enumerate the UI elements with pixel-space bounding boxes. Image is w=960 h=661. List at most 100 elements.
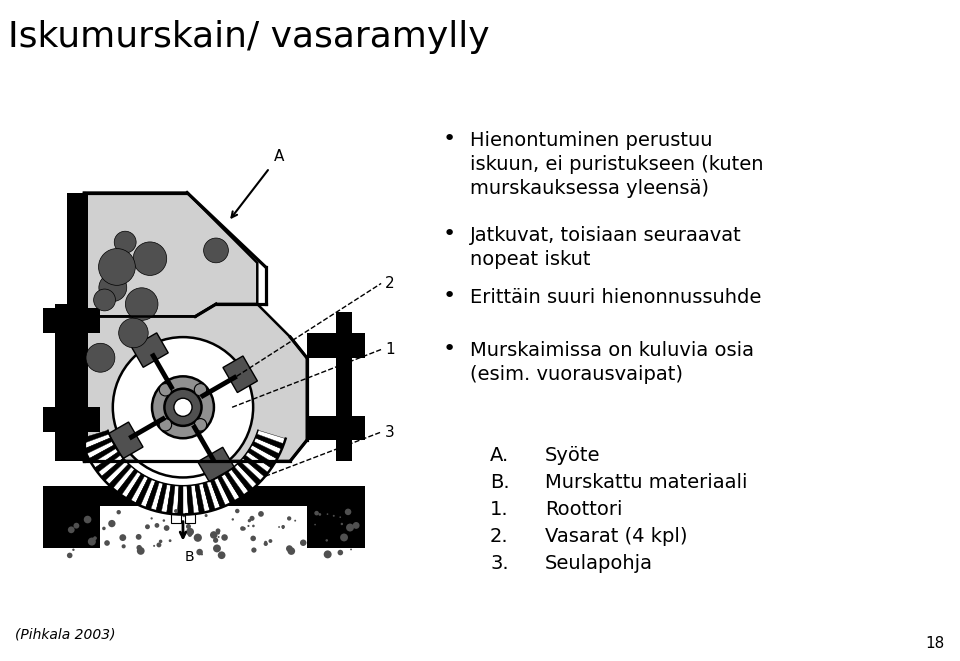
Circle shape — [218, 551, 226, 559]
Text: Vasarat (4 kpl): Vasarat (4 kpl) — [545, 527, 687, 546]
Circle shape — [324, 551, 331, 559]
Bar — [307, 416, 365, 440]
Circle shape — [314, 524, 316, 525]
Circle shape — [287, 516, 291, 521]
Circle shape — [216, 531, 220, 535]
Circle shape — [346, 524, 354, 531]
Polygon shape — [218, 476, 235, 504]
Circle shape — [112, 337, 253, 477]
Bar — [307, 333, 365, 358]
Circle shape — [194, 418, 206, 431]
Text: 3: 3 — [385, 424, 395, 440]
Circle shape — [235, 509, 239, 514]
Bar — [336, 313, 352, 461]
Polygon shape — [172, 485, 179, 514]
Text: •: • — [443, 339, 456, 359]
Circle shape — [154, 545, 156, 547]
Polygon shape — [121, 471, 141, 498]
Circle shape — [252, 547, 256, 553]
Text: 18: 18 — [925, 636, 945, 651]
Circle shape — [300, 539, 306, 546]
Circle shape — [188, 533, 192, 537]
Circle shape — [72, 549, 75, 551]
Polygon shape — [132, 333, 168, 368]
Circle shape — [84, 516, 91, 524]
Circle shape — [213, 545, 221, 553]
Circle shape — [182, 514, 185, 517]
Text: A.: A. — [490, 446, 509, 465]
Circle shape — [264, 541, 267, 544]
Bar — [171, 512, 180, 523]
Polygon shape — [191, 485, 200, 514]
Circle shape — [231, 518, 234, 521]
Circle shape — [68, 526, 75, 533]
Text: Hienontuminen perustuu
iskuun, ei puristukseen (kuten
murskauksessa yleensä): Hienontuminen perustuu iskuun, ei purist… — [470, 131, 763, 198]
Circle shape — [151, 518, 153, 520]
Circle shape — [126, 288, 158, 321]
Polygon shape — [255, 434, 284, 449]
Polygon shape — [248, 448, 275, 468]
Circle shape — [326, 514, 328, 515]
Circle shape — [116, 510, 121, 514]
Text: Jatkuvat, toisiaan seuraavat
nopeat iskut: Jatkuvat, toisiaan seuraavat nopeat isku… — [470, 226, 742, 269]
Circle shape — [119, 318, 148, 348]
Circle shape — [248, 519, 252, 522]
Bar — [185, 512, 195, 523]
Polygon shape — [225, 471, 245, 498]
Circle shape — [314, 511, 319, 516]
Circle shape — [93, 536, 97, 540]
Polygon shape — [151, 482, 163, 511]
Polygon shape — [135, 478, 152, 506]
Polygon shape — [199, 483, 210, 512]
Circle shape — [204, 514, 207, 517]
Text: Syöte: Syöte — [545, 446, 601, 465]
Polygon shape — [240, 458, 265, 481]
Circle shape — [251, 535, 256, 541]
Circle shape — [99, 249, 135, 286]
Circle shape — [201, 553, 203, 555]
Circle shape — [164, 389, 202, 426]
Circle shape — [216, 528, 221, 533]
Polygon shape — [108, 464, 132, 488]
Text: Roottori: Roottori — [545, 500, 622, 519]
Polygon shape — [84, 304, 307, 461]
Text: Murskattu materiaali: Murskattu materiaali — [545, 473, 748, 492]
Polygon shape — [206, 481, 221, 510]
Bar — [307, 502, 365, 547]
Circle shape — [294, 520, 296, 522]
Circle shape — [74, 523, 80, 529]
Circle shape — [325, 539, 328, 541]
Circle shape — [194, 383, 206, 396]
Text: A: A — [274, 149, 284, 164]
Circle shape — [114, 231, 136, 253]
Polygon shape — [243, 455, 268, 477]
Circle shape — [156, 543, 161, 547]
Circle shape — [102, 527, 106, 530]
Circle shape — [213, 537, 218, 543]
Circle shape — [210, 531, 218, 539]
Polygon shape — [112, 467, 134, 492]
Polygon shape — [91, 448, 118, 468]
Circle shape — [135, 534, 141, 540]
Bar — [42, 407, 101, 432]
Polygon shape — [203, 482, 215, 511]
Bar — [42, 486, 365, 506]
Circle shape — [145, 524, 150, 529]
Circle shape — [248, 525, 250, 527]
Polygon shape — [86, 442, 114, 459]
Circle shape — [350, 549, 352, 551]
Circle shape — [352, 522, 360, 529]
Circle shape — [242, 527, 246, 531]
Circle shape — [158, 539, 162, 543]
Circle shape — [204, 238, 228, 263]
Circle shape — [155, 523, 159, 527]
Polygon shape — [94, 451, 121, 473]
Circle shape — [333, 515, 335, 517]
Polygon shape — [231, 467, 253, 492]
Circle shape — [159, 418, 172, 431]
Polygon shape — [108, 422, 143, 459]
Circle shape — [252, 525, 254, 527]
Polygon shape — [253, 438, 282, 454]
Circle shape — [133, 242, 167, 276]
Circle shape — [86, 343, 115, 372]
